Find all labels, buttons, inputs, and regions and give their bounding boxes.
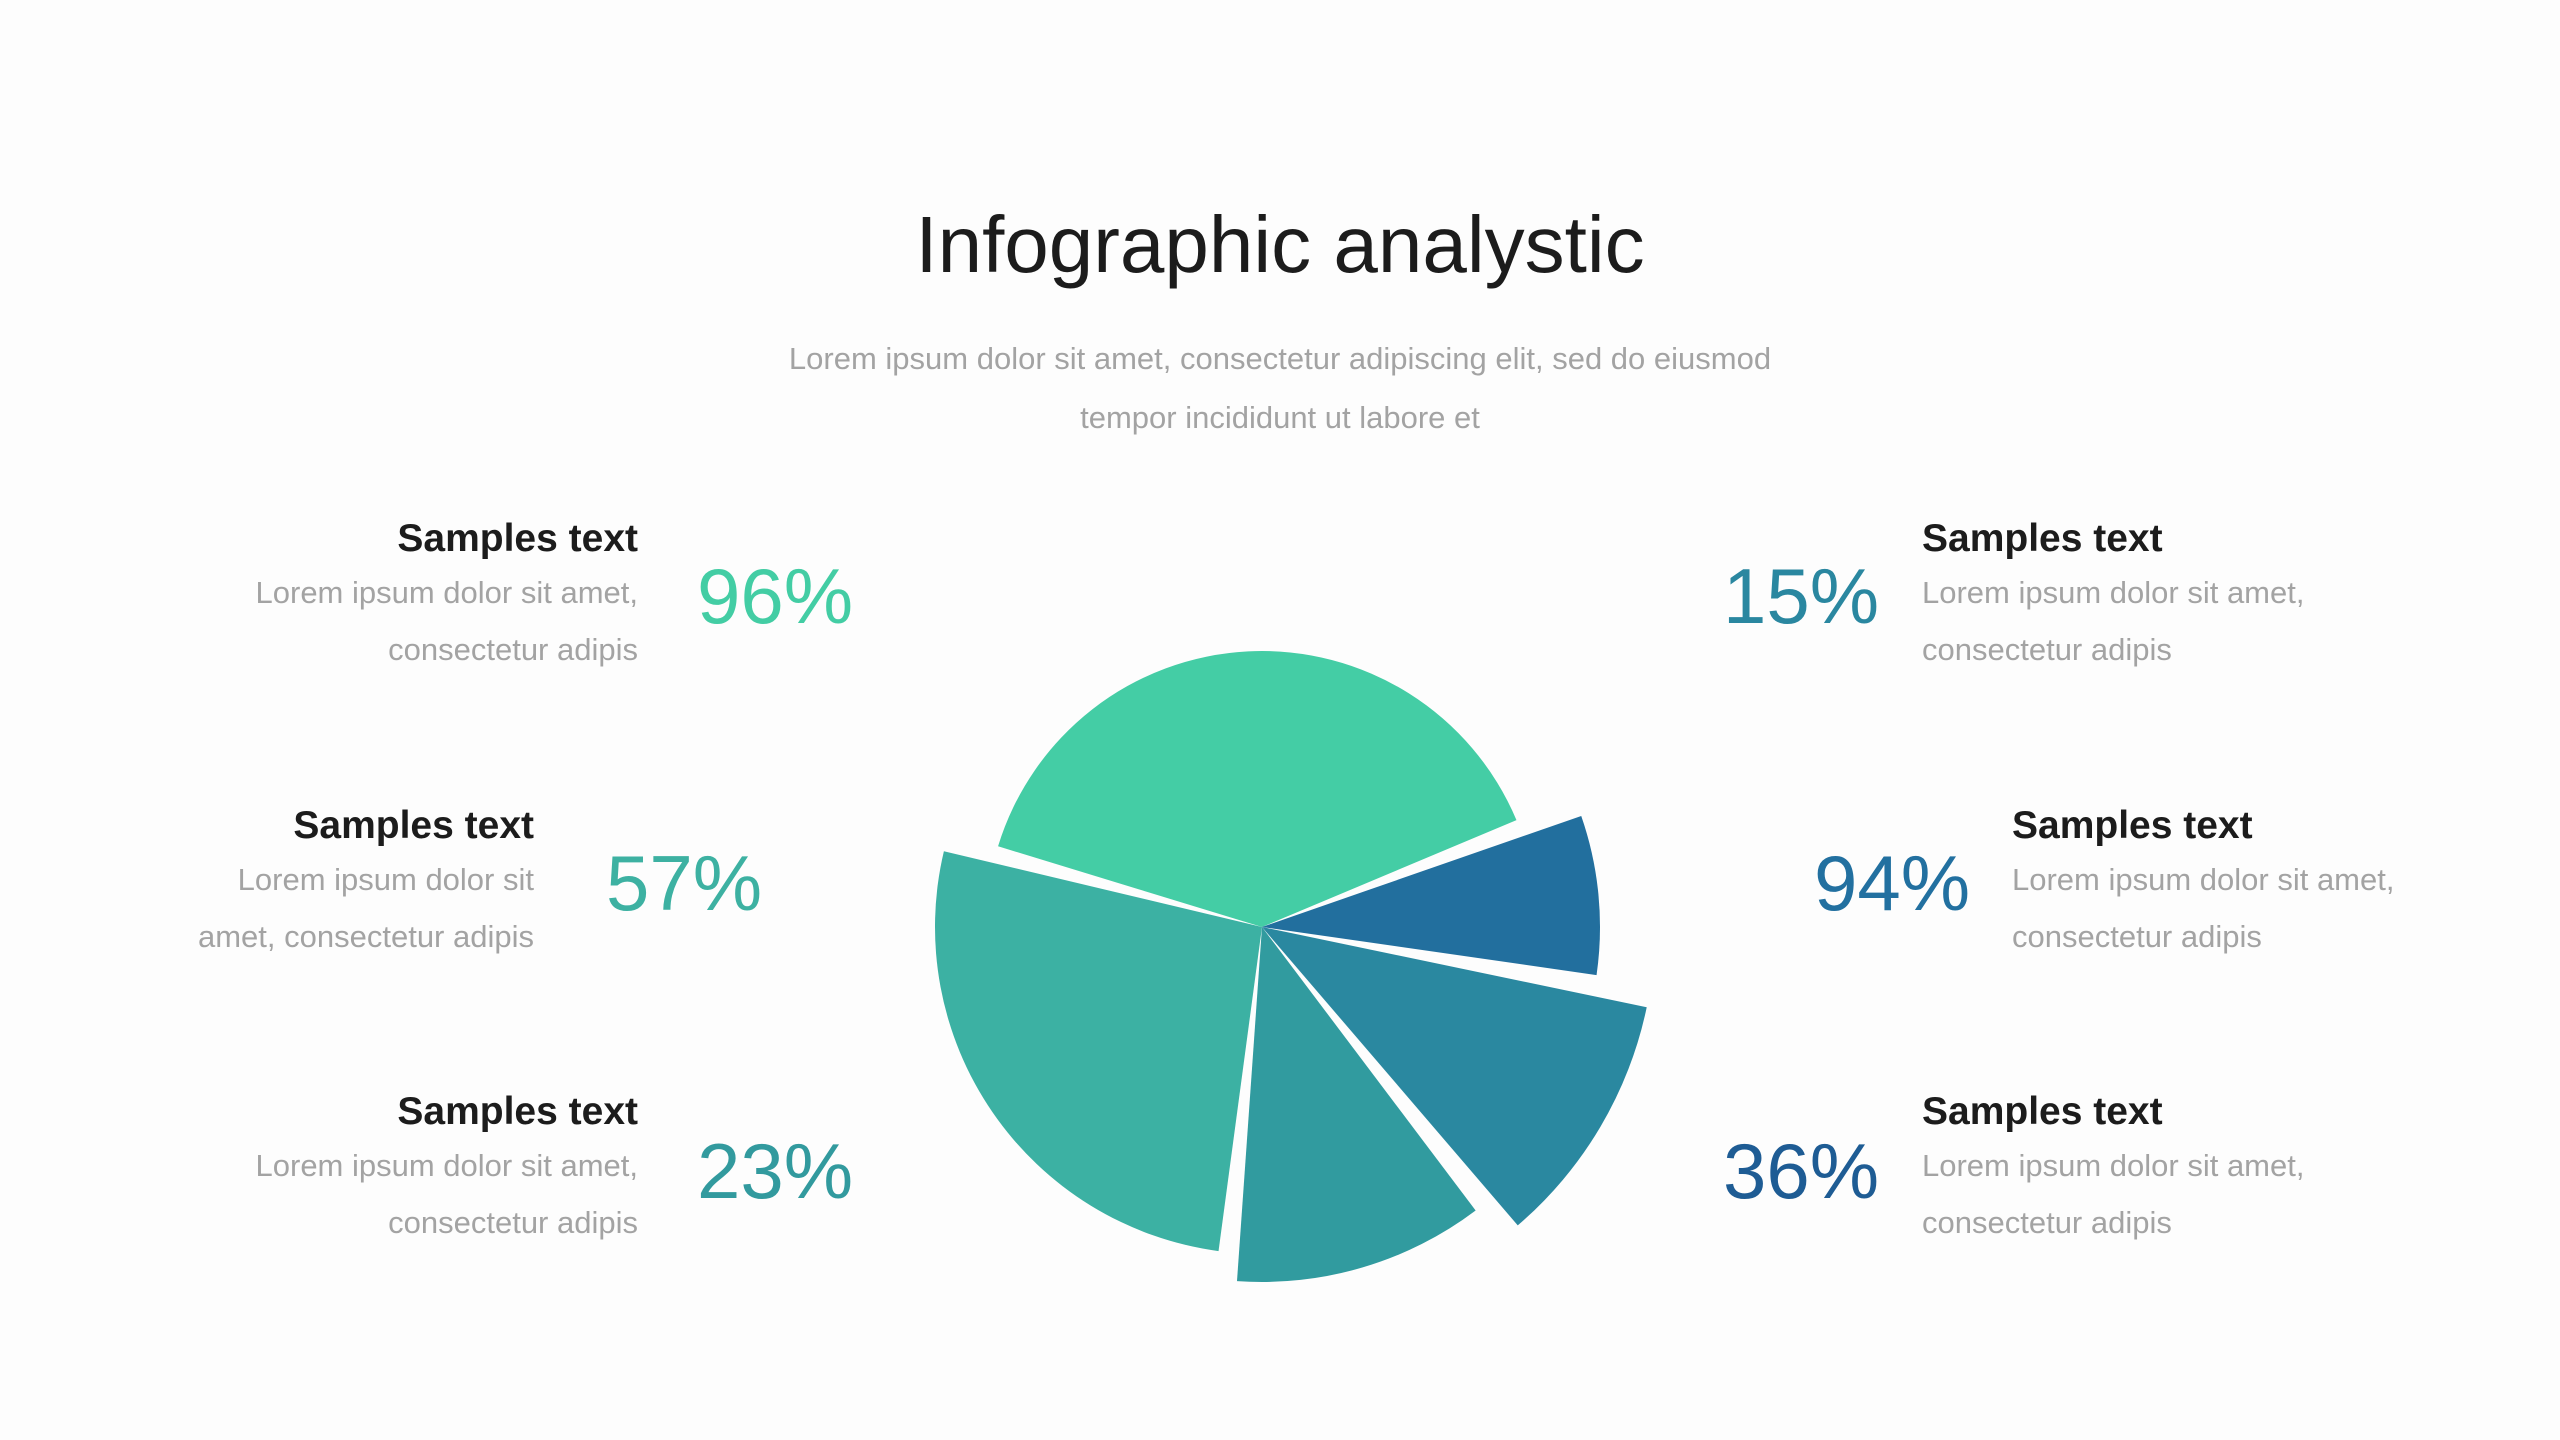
block-text: Lorem ipsum dolor sit amet, bbox=[1922, 1148, 2305, 1183]
block-text: consectetur adipis bbox=[388, 632, 638, 667]
text-block-2: Samples text Lorem ipsum dolor sit amet,… bbox=[0, 801, 534, 965]
text-block-4: Samples text Lorem ipsum dolor sit amet,… bbox=[1922, 514, 2482, 678]
text-block-6: Samples text Lorem ipsum dolor sit amet,… bbox=[1922, 1087, 2482, 1251]
block-heading: Samples text bbox=[1922, 1090, 2163, 1133]
pie-slice-5 bbox=[935, 851, 1262, 1252]
text-block-3: Samples text Lorem ipsum dolor sit amet,… bbox=[78, 1087, 638, 1251]
block-heading: Samples text bbox=[2012, 804, 2253, 847]
pie-slice-4 bbox=[1236, 927, 1476, 1282]
block-text: Lorem ipsum dolor sit amet, bbox=[1922, 575, 2305, 610]
subtitle-line-1: Lorem ipsum dolor sit amet, consectetur … bbox=[788, 341, 1772, 376]
block-text: consectetur adipis bbox=[1922, 1205, 2172, 1240]
percent-value-1: 96% bbox=[697, 552, 854, 640]
block-heading: Samples text bbox=[1922, 517, 2163, 560]
block-heading: Samples text bbox=[293, 804, 534, 847]
pie-slice-2 bbox=[1262, 815, 1600, 976]
block-text: Lorem ipsum dolor sit bbox=[237, 862, 534, 897]
page-title: Infographic analystic bbox=[915, 200, 1645, 289]
pie-slice-1 bbox=[998, 650, 1517, 927]
block-text: Lorem ipsum dolor sit amet, bbox=[255, 1148, 638, 1183]
percent-value-4: 15% bbox=[1723, 552, 1880, 640]
block-text: amet, consectetur adipis bbox=[197, 919, 534, 954]
percent-value-5: 94% bbox=[1814, 839, 1971, 927]
percent-value-3: 23% bbox=[697, 1127, 854, 1215]
block-text: consectetur adipis bbox=[2012, 919, 2262, 954]
block-text: consectetur adipis bbox=[388, 1205, 638, 1240]
text-block-1: Samples text Lorem ipsum dolor sit amet,… bbox=[78, 514, 638, 678]
percent-value-6: 36% bbox=[1723, 1127, 1880, 1215]
block-text: Lorem ipsum dolor sit amet, bbox=[255, 575, 638, 610]
percent-value-2: 57% bbox=[606, 839, 763, 927]
block-heading: Samples text bbox=[397, 1090, 638, 1133]
block-heading: Samples text bbox=[397, 517, 638, 560]
block-text: Lorem ipsum dolor sit amet, bbox=[2012, 862, 2395, 897]
block-text: consectetur adipis bbox=[1922, 632, 2172, 667]
pie-slice-3 bbox=[1262, 927, 1647, 1226]
text-block-5: Samples text Lorem ipsum dolor sit amet,… bbox=[2012, 801, 2560, 965]
subtitle-line-2: tempor incididunt ut labore et bbox=[1080, 400, 1480, 435]
